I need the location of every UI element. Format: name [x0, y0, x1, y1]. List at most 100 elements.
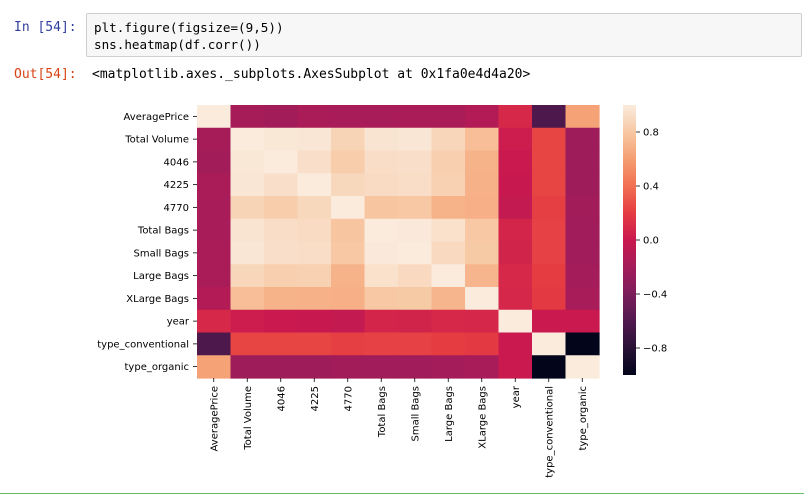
row-label: type_conventional	[97, 339, 189, 350]
column-label: Large Bags	[444, 386, 455, 442]
heatmap-cell	[465, 105, 500, 129]
heatmap-cell	[230, 264, 265, 288]
heatmap-cell	[331, 287, 366, 311]
row-label: 4046	[164, 157, 189, 168]
heatmap-cell	[297, 309, 332, 334]
heatmap-cell	[398, 150, 433, 174]
heatmap-cell	[398, 105, 433, 129]
heatmap-cell	[498, 150, 533, 174]
heatmap-cell	[431, 150, 466, 174]
heatmap-cell	[532, 218, 567, 243]
column-label: Total Bags	[377, 386, 388, 438]
code-cell[interactable]: plt.figure(figsize=(9,5)) sns.heatmap(df…	[86, 13, 802, 57]
heatmap-cell	[532, 241, 567, 265]
heatmap-cell	[331, 196, 366, 220]
heatmap-cell	[331, 309, 366, 334]
row-labels: AveragePrice Total Volume 4046 4225 4770 Tota…	[97, 112, 197, 373]
column-label: year	[511, 385, 522, 408]
heatmap-cell	[465, 127, 500, 152]
heatmap-cell	[431, 264, 466, 288]
row-label: Small Bags	[134, 248, 190, 259]
heatmap-cell	[465, 355, 500, 379]
heatmap-cell	[498, 241, 533, 265]
colorbar-tick-label: −0.8	[643, 344, 667, 355]
heatmap-cells	[197, 105, 600, 379]
heatmap-cell	[398, 309, 433, 334]
heatmap-cell	[398, 264, 433, 288]
heatmap-cell	[364, 196, 399, 220]
heatmap-cell	[364, 355, 399, 379]
heatmap-cell	[331, 218, 366, 243]
cell-separator	[0, 493, 804, 497]
heatmap-cell	[465, 196, 500, 220]
heatmap-cell	[364, 105, 399, 129]
row-label: Large Bags	[133, 271, 189, 282]
row-label: 4225	[164, 180, 189, 191]
heatmap-cell	[498, 309, 533, 334]
heatmap-cell	[331, 127, 366, 152]
heatmap-cell	[532, 332, 567, 356]
heatmap-cell	[297, 287, 332, 311]
heatmap-cell	[431, 355, 466, 379]
column-label: 4225	[310, 386, 321, 411]
heatmap-cell	[532, 309, 567, 334]
code-line-2[interactable]: sns.heatmap(df.corr())	[94, 37, 261, 52]
column-label: type_organic	[578, 386, 589, 450]
heatmap-cell	[364, 127, 399, 152]
heatmap-cell	[498, 264, 533, 288]
heatmap-cell	[264, 241, 299, 265]
row-label: Total Bags	[137, 226, 189, 237]
heatmap-cell	[230, 355, 265, 379]
heatmap-cell	[364, 241, 399, 265]
heatmap-cell	[565, 196, 600, 220]
heatmap-cell	[398, 196, 433, 220]
heatmap-cell	[197, 218, 232, 243]
heatmap-cell	[498, 196, 533, 220]
heatmap-cell	[532, 287, 567, 311]
heatmap-cell	[264, 287, 299, 311]
heatmap-cell	[398, 287, 433, 311]
heatmap-cell	[431, 218, 466, 243]
heatmap-cell	[364, 264, 399, 288]
heatmap-cell	[264, 173, 299, 197]
heatmap-cell	[230, 105, 265, 129]
code-line-1[interactable]: plt.figure(figsize=(9,5))	[94, 20, 284, 35]
heatmap-cell	[364, 173, 399, 197]
heatmap-cell	[498, 287, 533, 311]
heatmap-cell	[398, 173, 433, 197]
row-label: AveragePrice	[124, 112, 189, 123]
heatmap-cell	[197, 287, 232, 311]
heatmap-cell	[364, 287, 399, 311]
heatmap-cell	[465, 218, 500, 243]
heatmap-cell	[565, 287, 600, 311]
heatmap-cell	[498, 173, 533, 197]
heatmap-cell	[565, 332, 600, 356]
heatmap-cell	[264, 355, 299, 379]
row-label: year	[167, 317, 190, 328]
heatmap-cell	[331, 264, 366, 288]
heatmap-cell	[431, 196, 466, 220]
heatmap-cell	[264, 150, 299, 174]
output-text: <matplotlib.axes._subplots.AxesSubplot a…	[92, 67, 531, 82]
heatmap-cell	[565, 218, 600, 243]
heatmap-cell	[498, 105, 533, 129]
heatmap-cell	[465, 241, 500, 265]
heatmap-cell	[398, 241, 433, 265]
heatmap-cell	[197, 196, 232, 220]
heatmap-cell	[465, 173, 500, 197]
row-label: type_organic	[125, 362, 189, 373]
heatmap-cell	[532, 264, 567, 288]
input-prompt: In [54]:	[14, 20, 77, 35]
column-label: 4046	[276, 386, 287, 411]
heatmap-cell	[230, 332, 265, 356]
heatmap-cell	[565, 241, 600, 265]
row-label: Total Volume	[124, 135, 189, 146]
heatmap-cell	[297, 332, 332, 356]
heatmap-cell	[431, 309, 466, 334]
heatmap-cell	[532, 196, 567, 220]
column-label: type_conventional	[544, 386, 555, 478]
heatmap-cell	[230, 218, 265, 243]
heatmap-cell	[230, 150, 265, 174]
heatmap-cell	[565, 264, 600, 288]
heatmap-cell	[197, 309, 232, 334]
